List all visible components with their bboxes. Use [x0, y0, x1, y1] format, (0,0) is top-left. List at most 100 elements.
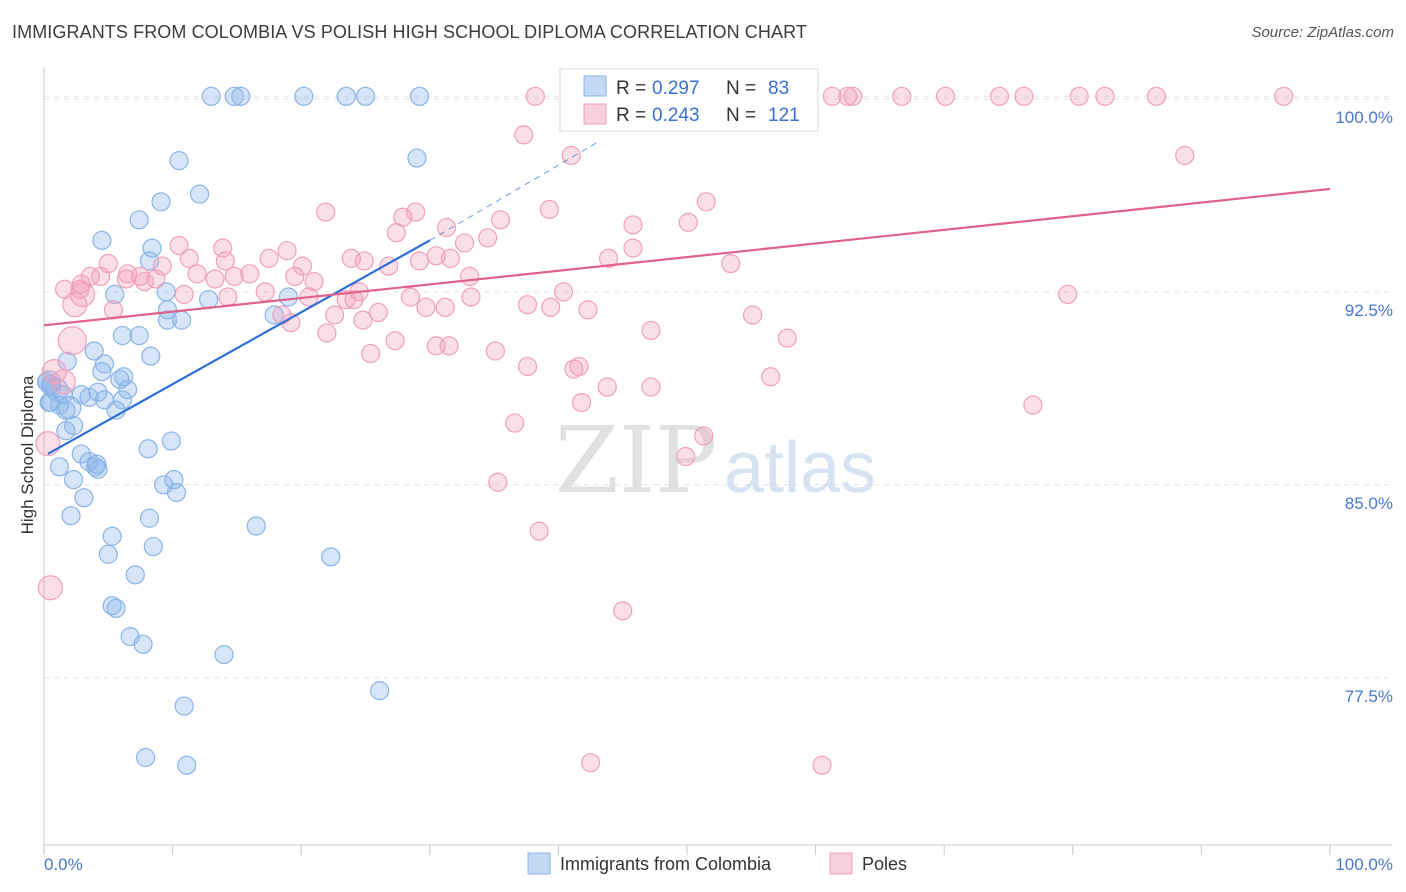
poles-point-112: [580, 753, 601, 773]
poles-point-47: [598, 248, 619, 268]
colombia-point-31: [114, 367, 134, 387]
poles-point-10: [935, 86, 956, 106]
poles-point-109: [488, 472, 508, 492]
series-colombia-points: [36, 86, 430, 775]
colombia-point-63: [139, 508, 160, 528]
legend-r-value-1: 0.297: [652, 78, 700, 99]
poles-point-116: [41, 358, 67, 385]
poles-point-97: [777, 328, 797, 348]
y-tick-label-1: 85.0%: [1345, 494, 1393, 513]
colombia-point-56: [49, 457, 70, 477]
poles-point-54: [187, 264, 207, 284]
legend-r-value-2: 0.243: [652, 105, 700, 126]
axes: [43, 68, 1392, 855]
poles-point-52: [130, 266, 151, 287]
colombia-point-78: [177, 755, 197, 775]
colombia-point-60: [166, 482, 187, 503]
poles-point-16: [1274, 86, 1294, 106]
colombia-point-61: [74, 488, 94, 508]
colombia-point-67: [98, 544, 118, 564]
colombia-point-24: [129, 325, 149, 346]
poles-point-92: [485, 341, 505, 361]
colombia-point-21: [172, 310, 192, 330]
colombia-point-38: [88, 382, 108, 402]
chart-title: IMMIGRANTS FROM COLOMBIA VS POLISH HIGH …: [12, 22, 807, 42]
colombia-point-77: [135, 747, 156, 768]
colombia-point-66: [143, 536, 163, 557]
poles-point-74: [400, 287, 421, 307]
poles-point-44: [259, 248, 279, 268]
colombia-point-2: [231, 86, 251, 106]
poles-point-31: [478, 228, 498, 248]
poles-point-38: [409, 251, 430, 271]
colombia-point-55: [88, 459, 108, 479]
colombia-point-69: [125, 565, 145, 585]
legend-n-label-2: N =: [726, 105, 756, 126]
colombia-point-46: [94, 390, 115, 410]
colombia-point-19: [157, 300, 178, 320]
y-tick-label-0: 77.5%: [1345, 687, 1393, 706]
colombia-point-23: [112, 325, 133, 346]
legend-swatch-pink: [583, 103, 607, 125]
stats-legend: R = 0.297 N = 83 R = 0.243 N = 121: [559, 68, 819, 132]
poles-point-12: [1014, 86, 1034, 106]
poles-point-55: [205, 269, 225, 289]
poles-point-104: [1023, 395, 1043, 415]
poles-point-68: [218, 287, 238, 307]
poles-point-28: [623, 215, 643, 235]
colombia-point-26: [141, 346, 161, 366]
poles-point-119: [62, 292, 88, 318]
colombia-point-64: [246, 516, 266, 536]
poles-point-89: [368, 302, 388, 323]
x-tick-label-0: 0.0%: [44, 855, 83, 874]
poles-point-15: [1146, 86, 1166, 106]
poles-point-77: [1058, 284, 1078, 305]
colombia-point-28: [92, 361, 112, 382]
legend-swatch-blue: [583, 75, 607, 97]
poles-point-43: [215, 251, 235, 271]
watermark: ZIP atlas: [555, 407, 876, 514]
trend-lines: [43, 142, 1331, 455]
colombia-point-48: [56, 421, 76, 441]
poles-point-6: [822, 86, 842, 106]
poles-point-56: [224, 266, 244, 287]
colombia-point-18: [278, 287, 298, 307]
poles-point-67: [174, 284, 194, 305]
poles-point-11: [989, 86, 1010, 106]
colombia-point-6: [409, 86, 430, 106]
poles-point-84: [517, 295, 538, 315]
poles-point-91: [385, 331, 405, 351]
poles-point-108: [676, 446, 696, 467]
colombia-point-12: [92, 230, 112, 250]
poles-point-69: [255, 282, 275, 302]
poles-point-30: [454, 233, 475, 253]
colombia-point-39: [117, 380, 138, 400]
colombia-point-50: [161, 431, 181, 451]
poles-point-7: [838, 86, 858, 106]
poles-point-76: [553, 282, 574, 302]
poles-point-103: [641, 377, 661, 397]
poles-point-19: [1175, 145, 1195, 166]
colombia-point-9: [190, 184, 210, 204]
poles-point-27: [490, 210, 511, 230]
colombia-point-8: [407, 148, 427, 168]
colombia-point-71: [106, 598, 126, 618]
grid-lines: [44, 95, 1392, 679]
poles-point-85: [541, 297, 561, 317]
colombia-point-68: [321, 547, 341, 567]
colombia-point-3: [294, 86, 314, 106]
poles-point-41: [179, 248, 199, 268]
watermark-atlas: atlas: [724, 428, 876, 508]
poles-point-39: [440, 248, 460, 268]
colombia-point-22: [264, 305, 284, 325]
poles-point-110: [529, 521, 549, 541]
poles-point-9: [892, 86, 912, 106]
poles-point-50: [90, 266, 111, 287]
poles-point-113: [812, 755, 832, 775]
poles-point-29: [678, 212, 698, 232]
poles-point-105: [571, 392, 592, 413]
colombia-point-25: [84, 341, 104, 361]
colombia-point-76: [174, 696, 194, 716]
poles-point-25: [386, 223, 406, 243]
bottom-legend-label-poles: Poles: [862, 854, 907, 874]
